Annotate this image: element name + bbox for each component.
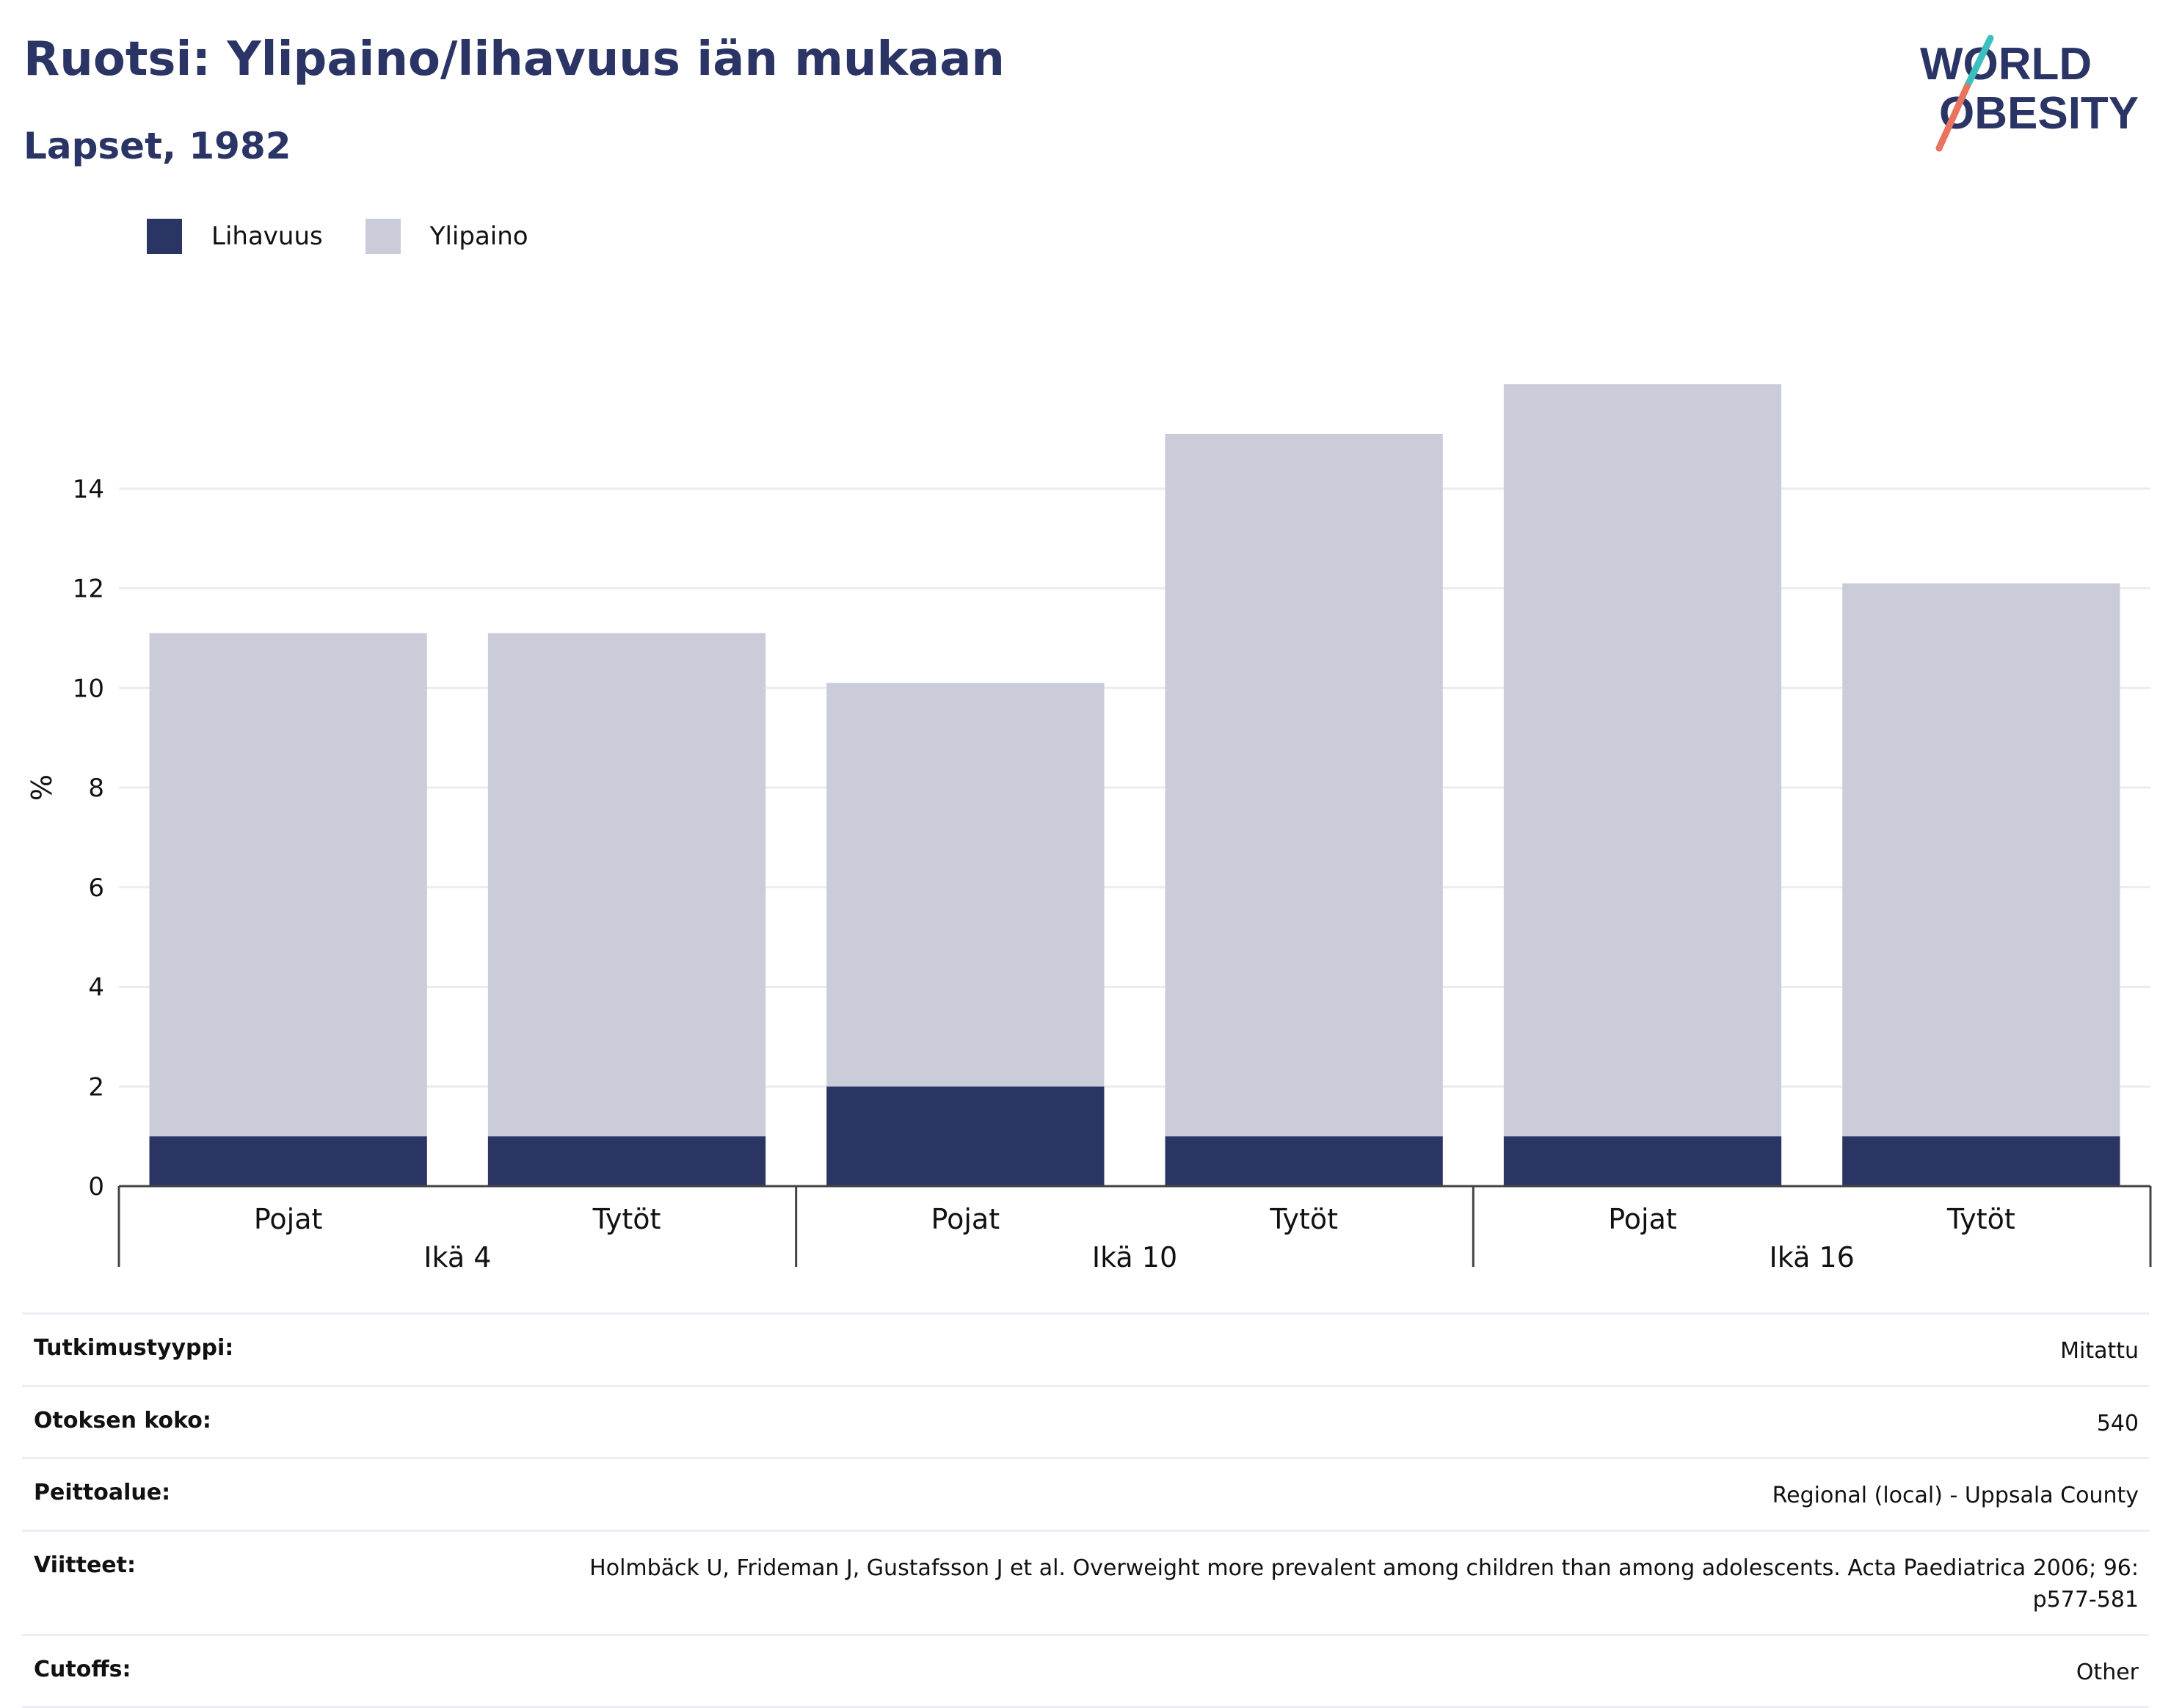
bar-lihavuus (826, 1086, 1104, 1186)
x-category-label: Pojat (931, 1203, 1000, 1235)
bar-lihavuus (488, 1136, 766, 1186)
y-axis-label: % (26, 774, 58, 801)
bar-ylipaino (1165, 434, 1443, 1136)
y-tick-label: 10 (73, 674, 104, 703)
details-row-coverage: Peittoalue: Regional (local) - Uppsala C… (22, 1457, 2149, 1530)
x-group-label: Ikä 10 (1092, 1241, 1177, 1273)
y-tick-label: 14 (73, 475, 104, 504)
details-row-study-type: Tutkimustyyppi: Mitattu (22, 1312, 2149, 1385)
details-row-sample-size: Otoksen koko: 540 (22, 1385, 2149, 1458)
y-tick-label: 0 (88, 1172, 104, 1202)
bar-lihavuus (1504, 1136, 1781, 1186)
y-tick-label: 2 (88, 1072, 104, 1102)
details-value: Mitattu (2060, 1335, 2139, 1367)
details-key: Peittoalue: (34, 1480, 170, 1505)
details-value: Other (2076, 1657, 2139, 1689)
x-group-label: Ikä 16 (1770, 1241, 1855, 1273)
details-key: Tutkimustyyppi: (34, 1335, 233, 1361)
bar-lihavuus (1165, 1136, 1443, 1186)
bar-ylipaino (1842, 584, 2120, 1136)
x-category-label: Tytöt (1269, 1203, 1338, 1235)
details-key: Cutoffs: (34, 1657, 131, 1682)
details-value: Regional (local) - Uppsala County (1772, 1480, 2139, 1512)
details-row-cutoffs: Cutoffs: Other (22, 1634, 2149, 1708)
y-tick-label: 6 (88, 873, 104, 903)
details-key: Otoksen koko: (34, 1408, 211, 1433)
x-category-label: Pojat (1608, 1203, 1677, 1235)
x-category-label: Tytöt (592, 1203, 661, 1235)
x-category-label: Tytöt (1946, 1203, 2015, 1235)
bar-ylipaino (150, 633, 427, 1137)
bar-chart: 0 2 4 6 8 10 12 14% Pojat Tytöt Pojat Tytöt Pojat Tyt… (0, 0, 2171, 1292)
x-group-label: Ikä 4 (423, 1241, 491, 1273)
y-tick-label: 8 (88, 774, 104, 803)
details-value: Holmbäck U, Frideman J, Gustafsson J et … (561, 1552, 2139, 1616)
bar-ylipaino (1504, 384, 1781, 1136)
x-category-label: Pojat (254, 1203, 323, 1235)
y-tick-label: 4 (88, 973, 104, 1003)
details-key: Viitteet: (34, 1552, 136, 1578)
study-details-table: Tutkimustyyppi: Mitattu Otoksen koko: 54… (22, 1312, 2149, 1708)
bar-lihavuus (1842, 1136, 2120, 1186)
bar-ylipaino (488, 633, 766, 1137)
bar-lihavuus (150, 1136, 427, 1186)
details-row-references: Viitteet: Holmbäck U, Frideman J, Gustaf… (22, 1530, 2149, 1634)
details-value: 540 (2097, 1408, 2139, 1440)
y-tick-label: 12 (73, 575, 104, 604)
bar-ylipaino (826, 683, 1104, 1086)
